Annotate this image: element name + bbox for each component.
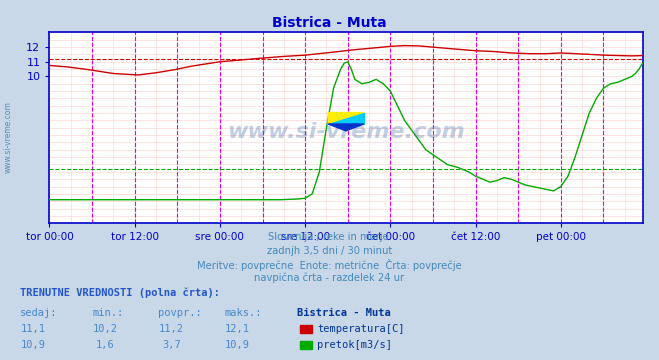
Text: Bistrica - Muta: Bistrica - Muta	[297, 308, 390, 318]
Text: maks.:: maks.:	[224, 308, 262, 318]
Text: 10,2: 10,2	[93, 324, 118, 334]
Text: pretok[m3/s]: pretok[m3/s]	[317, 340, 392, 350]
Text: 3,7: 3,7	[162, 340, 181, 350]
Text: 11,2: 11,2	[159, 324, 184, 334]
Polygon shape	[328, 124, 364, 131]
Text: 12,1: 12,1	[225, 324, 250, 334]
Text: TRENUTNE VREDNOSTI (polna črta):: TRENUTNE VREDNOSTI (polna črta):	[20, 288, 219, 298]
Polygon shape	[328, 113, 364, 124]
Text: sedaj:: sedaj:	[20, 308, 57, 318]
Text: www.si-vreme.com: www.si-vreme.com	[4, 101, 13, 173]
Text: zadnjh 3,5 dni / 30 minut: zadnjh 3,5 dni / 30 minut	[267, 246, 392, 256]
Text: 1,6: 1,6	[96, 340, 115, 350]
Text: Slovenija / reke in morje.: Slovenija / reke in morje.	[268, 232, 391, 242]
Text: 11,1: 11,1	[20, 324, 45, 334]
Text: navpična črta - razdelek 24 ur: navpična črta - razdelek 24 ur	[254, 272, 405, 283]
Text: www.si-vreme.com: www.si-vreme.com	[227, 122, 465, 141]
Text: min.:: min.:	[92, 308, 123, 318]
Text: povpr.:: povpr.:	[158, 308, 202, 318]
Text: Bistrica - Muta: Bistrica - Muta	[272, 16, 387, 30]
Text: 10,9: 10,9	[20, 340, 45, 350]
Text: 10,9: 10,9	[225, 340, 250, 350]
Text: Meritve: povprečne  Enote: metrične  Črta: povprečje: Meritve: povprečne Enote: metrične Črta:…	[197, 259, 462, 271]
Text: temperatura[C]: temperatura[C]	[317, 324, 405, 334]
Polygon shape	[328, 113, 364, 124]
